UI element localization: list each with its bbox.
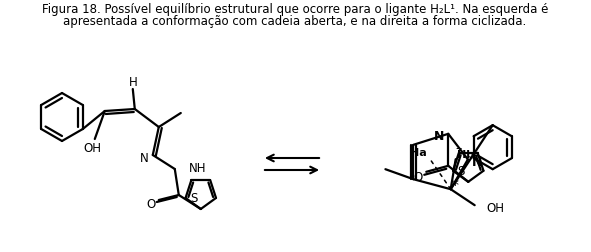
Text: apresentada a conformação com cadeia aberta, e na direita a forma ciclizada.: apresentada a conformação com cadeia abe… — [63, 15, 527, 28]
Text: OH: OH — [486, 201, 505, 214]
Text: O: O — [146, 198, 155, 211]
Text: OH: OH — [84, 141, 102, 154]
Text: O: O — [414, 171, 423, 183]
Text: N: N — [434, 130, 444, 143]
Text: NH: NH — [189, 161, 206, 174]
Text: H: H — [128, 75, 137, 88]
Text: S: S — [190, 192, 197, 205]
Text: N: N — [140, 151, 149, 164]
Text: Figura 18. Possível equilíbrio estrutural que ocorre para o ligante H₂L¹. Na esq: Figura 18. Possível equilíbrio estrutura… — [42, 3, 548, 16]
Text: N: N — [472, 155, 482, 168]
Text: Hb: Hb — [457, 150, 474, 160]
Text: Ha: Ha — [410, 148, 427, 158]
Text: *: * — [451, 177, 458, 192]
Text: S: S — [457, 165, 465, 178]
Text: –: – — [455, 142, 461, 154]
